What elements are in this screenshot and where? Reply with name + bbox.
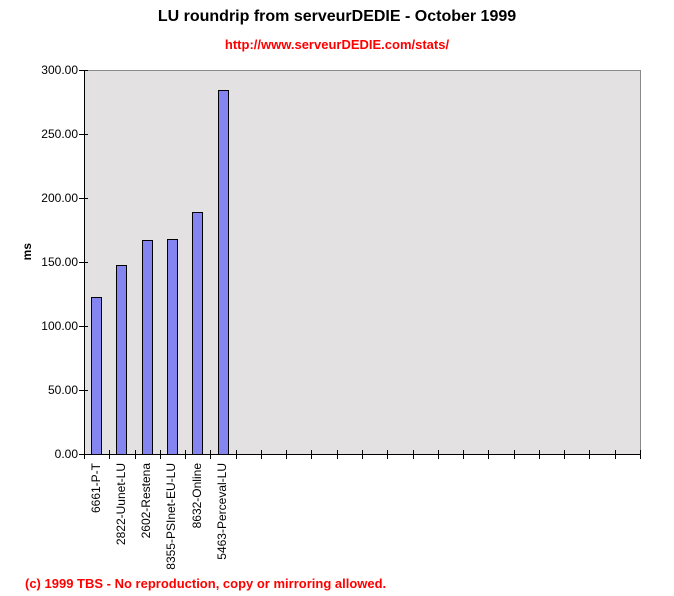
y-tick-label: 200.00 [41, 191, 78, 205]
x-category-label: 2822-Uunet-LU [114, 463, 128, 546]
y-tick-label: 150.00 [41, 255, 78, 269]
y-axis-tick [79, 454, 88, 455]
chart-title: LU roundrip from serveurDEDIE - October … [157, 8, 517, 25]
y-tick-label: 50.00 [47, 383, 78, 397]
x-axis-line [84, 454, 641, 455]
y-axis-tick [79, 70, 88, 71]
y-axis-line [84, 70, 85, 455]
footer-copyright: (c) 1999 TBS - No reproduction, copy or … [25, 576, 387, 591]
x-category-label: 8355-PSInet-EU-LU [164, 463, 178, 570]
bar [142, 240, 153, 455]
y-axis-title: ms [20, 243, 34, 261]
x-category-label: 8632-Online [190, 463, 204, 529]
chart-subtitle-url: http://www.serveurDEDIE.com/stats/ [224, 37, 450, 52]
bar [91, 297, 102, 455]
y-tick-label: 100.00 [41, 319, 78, 333]
x-category-label: 6661-P-T [89, 463, 103, 514]
bar [167, 239, 178, 455]
y-tick-label: 0.00 [54, 447, 78, 461]
y-axis-tick [79, 262, 88, 263]
bar [116, 265, 127, 455]
y-axis-tick [79, 326, 88, 327]
x-category-label: 5463-Perceval-LU [215, 463, 229, 560]
y-axis-tick [79, 390, 88, 391]
bar [192, 212, 203, 455]
y-tick-label: 300.00 [41, 63, 78, 77]
x-category-label: 2602-Restena [139, 463, 153, 539]
y-tick-label: 250.00 [41, 127, 78, 141]
y-axis-tick [79, 198, 88, 199]
bar [218, 90, 229, 455]
y-axis-tick [79, 134, 88, 135]
